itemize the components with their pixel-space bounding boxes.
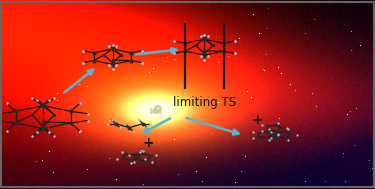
Circle shape	[151, 107, 160, 112]
Circle shape	[147, 105, 164, 114]
Text: limiting TS: limiting TS	[173, 96, 236, 109]
Text: +: +	[142, 136, 154, 150]
Text: +: +	[251, 113, 262, 127]
